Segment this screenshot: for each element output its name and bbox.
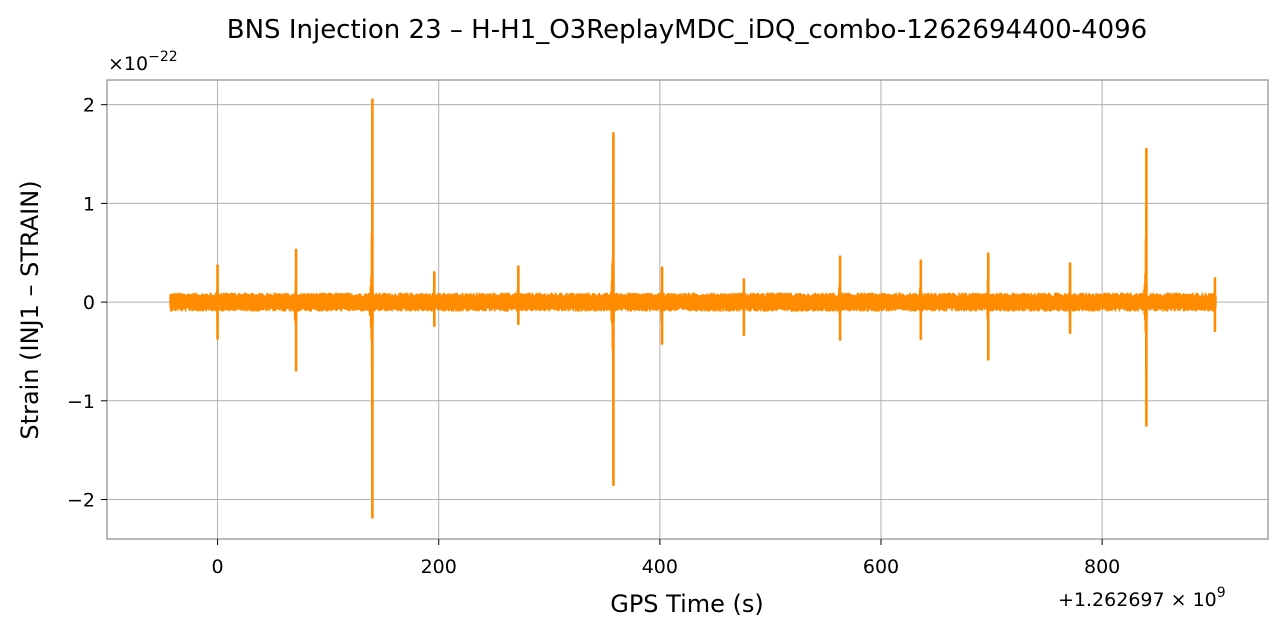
x-tick-label: 800 <box>1084 556 1120 578</box>
x-tick-label: 200 <box>421 556 457 578</box>
x-axis-label: GPS Time (s) <box>610 590 764 618</box>
x-tick-label: 600 <box>863 556 899 578</box>
y-tick-label: −1 <box>67 391 95 413</box>
y-axis: −2 −1 0 1 2 <box>67 95 107 512</box>
y-scale-label: ×10−22 <box>108 49 178 75</box>
y-tick-label: 0 <box>83 292 95 314</box>
x-tick-label: 400 <box>642 556 678 578</box>
y-tick-label: 2 <box>83 95 95 117</box>
x-axis: 0 200 400 600 800 <box>212 539 1120 578</box>
y-tick-label: −2 <box>67 490 95 512</box>
strain-series-line <box>169 183 1217 434</box>
plot-frame <box>106 79 1269 540</box>
chart-title: BNS Injection 23 – H-H1_O3ReplayMDC_iDQ_… <box>227 15 1147 45</box>
x-offset-label: +1.262697 × 109 <box>1058 585 1226 611</box>
y-tick-label: 1 <box>83 193 95 215</box>
x-tick-label: 0 <box>212 556 224 578</box>
y-axis-label: Strain (INJ1 – STRAIN) <box>16 180 44 439</box>
plot-area <box>169 98 1217 519</box>
